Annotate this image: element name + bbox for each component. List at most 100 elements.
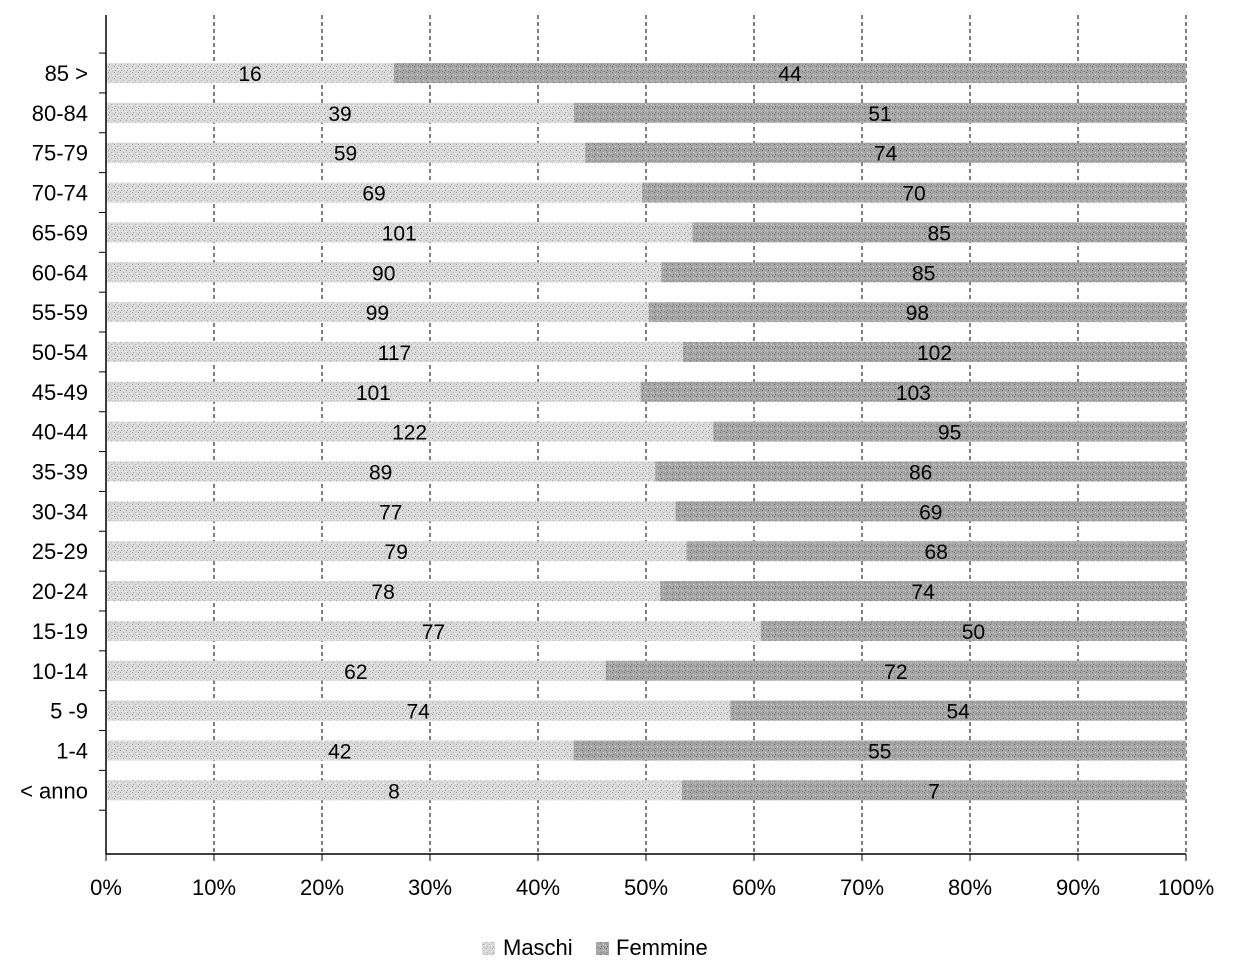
category-label: 10-14 <box>32 659 88 684</box>
category-label: 75-79 <box>32 141 88 166</box>
data-label-maschi: 122 <box>392 422 427 445</box>
data-label-maschi: 90 <box>372 262 395 285</box>
category-label: 15-19 <box>32 619 88 644</box>
data-label-maschi: 79 <box>385 541 408 564</box>
x-tick-label: 50% <box>624 875 668 900</box>
data-label-maschi: 77 <box>379 501 402 524</box>
x-tick-label: 90% <box>1056 875 1100 900</box>
bar-femmine <box>692 222 1186 243</box>
bar-maschi <box>106 660 606 681</box>
data-label-maschi: 16 <box>238 63 261 86</box>
category-label: 5 -9 <box>50 699 88 724</box>
bar-maschi <box>106 102 574 123</box>
bar-femmine <box>640 381 1186 402</box>
axes <box>99 15 1187 861</box>
data-label-maschi: 69 <box>362 183 385 206</box>
category-label: 60-64 <box>32 260 88 285</box>
bar-femmine <box>686 541 1186 562</box>
x-tick-label: 10% <box>192 875 236 900</box>
bar-femmine <box>730 700 1186 721</box>
bar-maschi <box>106 780 682 801</box>
legend-swatch-femmine <box>596 942 609 955</box>
bar-maschi <box>106 501 676 522</box>
category-label: 1-4 <box>56 738 88 763</box>
data-label-maschi: 77 <box>422 621 445 644</box>
data-label-maschi: 101 <box>356 382 391 405</box>
data-label-femmine: 44 <box>778 63 802 86</box>
x-tick-label: 60% <box>732 875 776 900</box>
legend-label-maschi: Maschi <box>503 935 573 960</box>
data-label-maschi: 99 <box>366 302 389 325</box>
bar-maschi <box>106 63 394 83</box>
legend: Maschi Femmine <box>482 935 708 960</box>
bar-femmine <box>661 262 1186 283</box>
data-label-femmine: 50 <box>962 621 985 644</box>
category-label: 50-54 <box>32 340 88 365</box>
bar-maschi <box>106 381 641 402</box>
data-label-maschi: 89 <box>369 462 392 485</box>
bar-maschi <box>106 541 687 562</box>
data-label-maschi: 74 <box>407 701 431 724</box>
category-label: 80-84 <box>32 101 88 126</box>
bar-femmine <box>760 620 1186 641</box>
data-label-maschi: 78 <box>371 581 394 604</box>
bar-femmine <box>642 182 1186 203</box>
bar-maschi <box>106 421 714 442</box>
bar-femmine <box>682 341 1186 362</box>
x-tick-label: 70% <box>840 875 884 900</box>
data-label-femmine: 54 <box>947 701 971 724</box>
bar-maschi <box>106 620 761 641</box>
data-label-femmine: 69 <box>919 501 942 524</box>
x-tick-label: 80% <box>948 875 992 900</box>
bar-femmine <box>574 102 1186 123</box>
bar-maschi <box>106 262 662 283</box>
bar-femmine <box>682 780 1186 801</box>
category-label: 20-24 <box>32 579 88 604</box>
bar-maschi <box>106 182 643 203</box>
category-label: 55-59 <box>32 300 88 325</box>
bar-femmine <box>655 461 1186 482</box>
category-label: 30-34 <box>32 499 88 524</box>
data-label-femmine: 98 <box>906 302 929 325</box>
bar-femmine <box>675 501 1186 522</box>
bar-maschi <box>106 341 683 362</box>
bar-maschi <box>106 581 661 602</box>
category-label: 40-44 <box>32 420 88 445</box>
data-label-femmine: 51 <box>868 103 891 126</box>
data-label-maschi: 8 <box>388 780 400 803</box>
x-tick-label: 40% <box>516 875 560 900</box>
data-label-femmine: 86 <box>909 462 932 485</box>
category-label: 85 > <box>45 61 88 86</box>
data-label-femmine: 85 <box>928 222 951 245</box>
data-label-maschi: 39 <box>328 103 351 126</box>
data-label-maschi: 62 <box>344 661 367 684</box>
bar-femmine <box>605 660 1186 681</box>
bar-maschi <box>106 700 731 721</box>
category-label: 70-74 <box>32 181 88 206</box>
category-label: 35-39 <box>32 460 88 485</box>
category-label: 65-69 <box>32 220 88 245</box>
data-label-femmine: 74 <box>911 581 935 604</box>
bar-maschi <box>106 302 649 323</box>
legend-swatch-maschi <box>482 942 495 955</box>
bar-femmine <box>660 581 1186 602</box>
bar-maschi <box>106 740 574 761</box>
bar-maschi <box>106 461 656 482</box>
bar-femmine <box>394 63 1186 83</box>
data-label-femmine: 102 <box>917 342 952 365</box>
data-label-femmine: 7 <box>928 780 940 803</box>
data-label-maschi: 117 <box>378 342 411 365</box>
data-label-maschi: 42 <box>328 740 351 763</box>
category-label: < anno <box>20 778 88 803</box>
category-label: 45-49 <box>32 380 88 405</box>
legend-label-femmine: Femmine <box>616 935 708 960</box>
x-tick-label: 20% <box>300 875 344 900</box>
bar-maschi <box>106 142 586 163</box>
data-label-maschi: 101 <box>382 222 417 245</box>
bars <box>106 63 1186 801</box>
data-label-femmine: 74 <box>874 143 898 166</box>
x-tick-label: 30% <box>408 875 452 900</box>
